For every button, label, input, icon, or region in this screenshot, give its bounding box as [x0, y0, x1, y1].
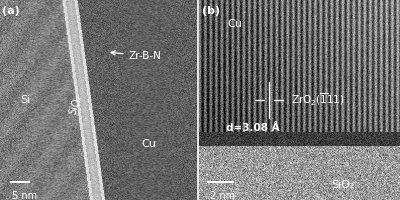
Text: SiO₂: SiO₂: [67, 93, 83, 115]
Text: (b): (b): [202, 6, 220, 16]
Text: 2 nm: 2 nm: [210, 191, 235, 200]
Text: SiO₂: SiO₂: [332, 180, 355, 190]
Text: (a): (a): [2, 6, 20, 16]
Text: 5 nm: 5 nm: [12, 191, 37, 200]
Text: d=3.08 Å: d=3.08 Å: [226, 123, 280, 133]
Text: Cu: Cu: [227, 19, 242, 29]
Text: Si: Si: [21, 95, 31, 105]
Text: Zr-B-N: Zr-B-N: [111, 51, 162, 61]
Text: ZrO$_2$($\overline{1}$11): ZrO$_2$($\overline{1}$11): [291, 92, 344, 108]
Text: Cu: Cu: [141, 139, 156, 149]
